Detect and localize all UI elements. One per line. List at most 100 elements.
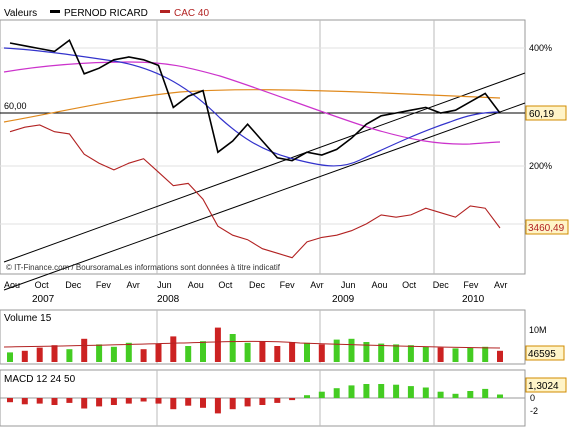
volume-bar	[66, 349, 73, 362]
volume-bar	[289, 342, 296, 362]
macd-bar	[363, 384, 370, 398]
x-tick-label: Dec	[249, 280, 266, 290]
macd-bar	[110, 398, 117, 405]
macd-y-tick-0: 0	[530, 393, 535, 403]
macd-bar	[393, 384, 400, 398]
volume-bar	[482, 346, 489, 362]
x-tick-label: Oct	[35, 280, 50, 290]
macd-bar	[244, 398, 251, 407]
x-axis: Aou Oct Dec Fev Avr Jun Aou Oct Dec Fev Avr Jun Aou O…	[4, 280, 507, 305]
volume-bar	[155, 343, 162, 362]
macd-bar	[36, 398, 43, 404]
moving-average-magenta	[3, 61, 501, 145]
volume-bar	[110, 346, 117, 362]
legend-cac-label: CAC 40	[174, 8, 209, 19]
macd-panel: MACD 12 24 50 0 -2 1,3024	[0, 369, 567, 427]
volume-bar	[259, 341, 266, 362]
volume-bar	[125, 342, 132, 362]
volume-bar	[363, 342, 370, 362]
macd-y-tick-minus2: -2	[530, 406, 538, 416]
macd-bar	[348, 385, 355, 398]
volume-bar	[497, 350, 503, 362]
x-tick-label: Aou	[188, 280, 204, 290]
last-value-label: 60,19	[529, 109, 554, 120]
x-tick-label: Avr	[127, 280, 140, 290]
x-year-label: 2007	[32, 294, 55, 305]
x-year-label: 2008	[157, 294, 180, 305]
volume-bar	[393, 344, 400, 362]
x-year-label: 2010	[462, 294, 485, 305]
macd-bar	[96, 398, 103, 407]
volume-bar	[51, 345, 58, 362]
volume-bar	[452, 348, 459, 362]
legend: Valeurs PERNOD RICARD CAC 40	[4, 8, 209, 19]
volume-bar	[96, 344, 103, 362]
series-line-cac40	[9, 124, 501, 259]
moving-average-blue	[3, 47, 501, 167]
trendline-upper	[3, 72, 526, 263]
trendline-lower	[3, 102, 526, 291]
x-tick-label: Fev	[463, 280, 479, 290]
volume-bar	[407, 345, 414, 362]
volume-bar	[244, 342, 251, 362]
macd-title: MACD 12 24 50	[4, 374, 76, 385]
x-tick-label: Dec	[433, 280, 450, 290]
x-tick-label: Aou	[4, 280, 20, 290]
macd-bar	[51, 398, 58, 405]
macd-bar	[125, 398, 132, 404]
volume-bar	[200, 341, 206, 362]
x-tick-label: Aou	[372, 280, 388, 290]
macd-bar	[7, 398, 13, 403]
x-tick-label: Oct	[218, 280, 233, 290]
volume-value-label: 46595	[528, 349, 556, 360]
volume-bar	[318, 344, 325, 362]
x-tick-label: Fev	[96, 280, 112, 290]
legend-pernod-label: PERNOD RICARD	[64, 8, 148, 19]
cac-value-box	[525, 219, 569, 235]
macd-bar	[452, 393, 459, 398]
macd-bar	[422, 387, 429, 398]
volume-bar	[229, 334, 236, 362]
volume-bar	[170, 336, 177, 362]
x-tick-label: Jun	[341, 280, 356, 290]
x-year-label: 2009	[332, 294, 355, 305]
volume-value-box	[525, 345, 565, 361]
x-tick-label: Dec	[65, 280, 82, 290]
macd-bar	[318, 391, 325, 398]
x-tick-label: Jun	[157, 280, 172, 290]
volume-bar	[437, 347, 444, 362]
macd-bar	[467, 391, 474, 398]
macd-bar	[497, 394, 503, 398]
macd-bar	[66, 398, 73, 403]
x-tick-label: Avr	[310, 280, 323, 290]
volume-bar	[140, 349, 147, 362]
volume-bar	[214, 327, 221, 362]
volume-panel: Volume 15 10M 46595	[0, 309, 565, 365]
macd-bar	[214, 398, 221, 414]
macd-bar	[170, 398, 177, 410]
volume-bar	[333, 339, 340, 362]
volume-average-line	[3, 340, 501, 349]
volume-bar	[304, 342, 310, 362]
volume-bar	[378, 343, 385, 362]
macd-bar	[21, 398, 28, 405]
macd-bar	[185, 398, 192, 406]
volume-bar	[21, 350, 28, 362]
series-line-pernod-ricard	[9, 38, 501, 162]
macd-bar	[229, 398, 236, 410]
volume-bar	[422, 346, 429, 362]
macd-bar	[274, 398, 281, 403]
macd-bar	[289, 398, 296, 401]
macd-bar	[333, 388, 340, 398]
level-60-label: 60,00	[4, 101, 27, 111]
legend-swatch-pernod	[50, 10, 60, 13]
macd-bar	[81, 398, 88, 409]
cac-value-label: 3460,49	[528, 223, 565, 234]
macd-bar	[155, 398, 162, 404]
volume-bar	[274, 346, 281, 362]
volume-bar	[467, 347, 474, 362]
credit-text: © IT-Finance.com / BoursoramaLes informa…	[6, 263, 281, 272]
volume-bar	[348, 338, 355, 362]
